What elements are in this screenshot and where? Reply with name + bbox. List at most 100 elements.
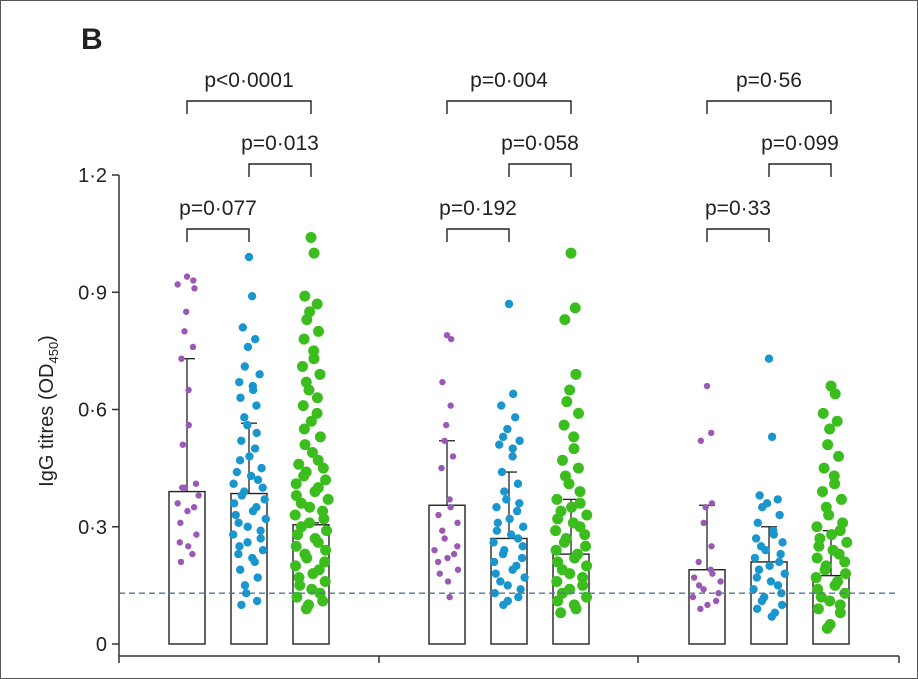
green-data-point <box>573 407 585 419</box>
green-data-point <box>314 431 326 443</box>
green-data-point <box>831 415 843 427</box>
blue-data-point <box>235 456 245 465</box>
green-data-point <box>292 529 304 541</box>
purple-data-point <box>443 332 451 339</box>
purple-data-point <box>717 578 724 585</box>
green-data-point <box>833 548 845 560</box>
green-data-point <box>558 536 570 548</box>
green-data-point <box>823 509 835 521</box>
blue-data-point <box>751 534 761 543</box>
blue-data-point <box>250 334 260 344</box>
purple-data-point <box>442 421 450 429</box>
significance-bracket <box>248 163 312 177</box>
blue-data-point <box>247 291 257 301</box>
blue-data-point <box>504 299 514 309</box>
blue-data-point <box>243 420 252 430</box>
p-value-label: p=0·33 <box>705 197 771 220</box>
blue-data-point <box>497 401 506 410</box>
green-data-point <box>320 474 332 486</box>
purple-data-point <box>179 441 187 448</box>
purple-data-point <box>447 402 454 409</box>
purple-data-point <box>174 281 181 288</box>
purple-data-point <box>439 378 446 386</box>
blue-data-point <box>766 577 776 586</box>
blue-data-point <box>252 401 261 410</box>
blue-data-point <box>229 479 238 488</box>
purple-data-point <box>185 386 192 394</box>
blue-data-point <box>489 538 498 547</box>
blue-data-point <box>773 495 782 504</box>
green-data-point <box>811 521 823 533</box>
purple-data-point <box>700 519 707 527</box>
green-data-point <box>321 525 333 537</box>
green-data-point <box>305 415 317 427</box>
purple-data-point <box>178 355 185 362</box>
plot-area: 0 0·3 0·6 0·9 1·2 p=0·077 p=0·013 p<0·0001 p=0·1… <box>78 69 900 663</box>
green-data-point <box>835 493 847 505</box>
blue-data-point <box>253 573 262 582</box>
green-data-point <box>305 232 317 244</box>
green-data-point <box>824 423 836 435</box>
blue-data-point <box>256 526 265 535</box>
green-data-point <box>574 497 586 509</box>
green-data-point <box>317 595 329 607</box>
green-data-point <box>322 493 334 505</box>
blue-data-point <box>517 553 527 563</box>
green-data-point <box>568 431 580 443</box>
green-data-point <box>577 579 589 591</box>
green-data-point <box>297 400 309 412</box>
purple-data-point <box>190 504 198 511</box>
green-data-point <box>312 536 324 548</box>
green-data-point <box>812 603 824 615</box>
blue-data-point <box>767 432 777 442</box>
blue-data-point <box>761 546 770 555</box>
green-data-point <box>317 462 329 474</box>
purple-data-point <box>709 570 716 577</box>
purple-data-point <box>700 586 707 593</box>
blue-data-point <box>237 436 246 445</box>
y-tick-label: 0·6 <box>78 400 107 422</box>
blue-data-point <box>753 518 763 528</box>
green-data-point <box>810 572 822 584</box>
purple-data-point <box>447 335 455 343</box>
blue-data-point <box>252 596 262 606</box>
purple-data-point <box>193 531 200 538</box>
purple-data-point <box>446 496 453 503</box>
purple-data-point <box>689 593 697 601</box>
blue-data-point <box>518 522 528 531</box>
green-data-point <box>291 591 303 603</box>
green-data-point <box>293 458 305 470</box>
blue-data-point <box>252 428 261 438</box>
y-tick-label: 1·2 <box>78 165 107 187</box>
green-data-point <box>311 298 323 310</box>
blue-data-point <box>229 499 239 508</box>
blue-data-point <box>776 549 785 559</box>
blue-data-point <box>514 592 523 602</box>
blue-data-point <box>750 553 760 563</box>
blue-data-point <box>513 534 523 543</box>
blue-data-point <box>497 467 507 477</box>
green-data-point <box>319 556 331 568</box>
significance-bracket <box>186 100 312 114</box>
significance-bracket <box>186 228 250 242</box>
blue-data-point <box>250 557 259 567</box>
purple-data-point <box>183 273 191 280</box>
green-data-point <box>306 583 318 595</box>
blue-data-point <box>243 538 252 547</box>
blue-data-point <box>235 377 244 387</box>
blue-data-point <box>250 444 260 453</box>
blue-data-point <box>258 483 267 492</box>
blue-data-point <box>255 370 264 379</box>
green-data-point <box>551 575 563 587</box>
blue-data-point <box>765 561 774 571</box>
green-data-point <box>290 560 302 572</box>
purple-data-point <box>176 539 183 546</box>
green-data-point <box>301 552 313 564</box>
green-data-point <box>559 314 571 326</box>
purple-data-point <box>174 500 181 507</box>
green-data-point <box>570 368 582 380</box>
blue-data-point <box>520 573 529 582</box>
blue-data-point <box>258 546 268 555</box>
blue-data-point <box>242 588 251 598</box>
purple-data-point <box>707 429 715 437</box>
